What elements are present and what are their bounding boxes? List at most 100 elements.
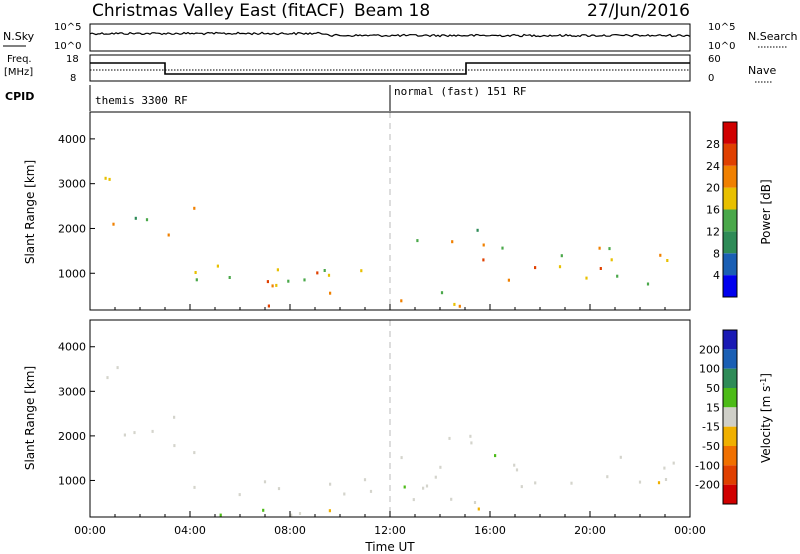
- y-tick-label-3: 4000: [58, 133, 86, 146]
- data-cell-11: [328, 509, 331, 513]
- data-cell-35: [558, 265, 562, 269]
- power-colorbar-tick-2: 12: [706, 225, 720, 238]
- data-cell-32: [482, 243, 485, 247]
- data-cell-26: [400, 299, 403, 303]
- data-cell-36: [657, 481, 661, 485]
- power-colorbar-segment-3: [723, 209, 737, 232]
- data-cell-45: [672, 461, 675, 465]
- data-cell-16: [228, 276, 231, 279]
- power-colorbar: 4 8 12 16 20 24 28: [706, 121, 738, 298]
- data-cell-27: [450, 497, 453, 501]
- data-cell-7: [173, 444, 176, 448]
- data-cell-2: [133, 431, 136, 435]
- y-tick-label-1: 2000: [58, 222, 86, 235]
- x-tick-label-1: 04:00: [174, 524, 206, 537]
- nave-tick-bottom: 0: [708, 73, 714, 84]
- freq-tick-top: 18: [66, 54, 79, 65]
- data-cell-30: [501, 246, 504, 250]
- data-cell-13: [267, 304, 270, 308]
- data-cell-12: [238, 493, 241, 497]
- data-cell-0: [116, 366, 119, 370]
- data-cell-28: [439, 465, 442, 469]
- power-colorbar-tick-6: 28: [706, 138, 720, 151]
- data-cell-23: [453, 302, 456, 306]
- data-cell-26: [469, 434, 472, 438]
- data-cell-43: [606, 475, 609, 479]
- data-cell-16: [219, 513, 222, 517]
- power-colorbar-tick-3: 16: [706, 204, 720, 217]
- y-tick-label-2: 3000: [58, 178, 86, 191]
- data-cell-23: [448, 436, 451, 440]
- power-colorbar-segment-2: [723, 231, 737, 254]
- data-cell-33: [400, 456, 403, 460]
- data-cell-15: [298, 512, 302, 515]
- data-cell-20: [193, 485, 196, 489]
- data-cell-36: [507, 278, 510, 282]
- velocity-colorbar-segment-1: [723, 349, 737, 369]
- velocity-colorbar-tick-4: -15: [702, 421, 720, 434]
- power-colorbar-segment-1: [723, 253, 737, 276]
- data-cell-35: [663, 466, 666, 470]
- velocity-colorbar-label: Velocity [m s-1]: [759, 373, 773, 463]
- station-title: Christmas Valley East (fitACF): [92, 1, 345, 21]
- data-cell-11: [195, 278, 198, 282]
- power-data-cells: [104, 176, 669, 308]
- data-cell-14: [343, 492, 346, 496]
- power-colorbar-label: Power [dB]: [759, 179, 773, 244]
- data-cell-4: [151, 429, 154, 433]
- velocity-colorbar-segment-2: [723, 368, 737, 388]
- freq-series: [90, 62, 690, 75]
- velocity-colorbar-tick-7: -200: [695, 479, 720, 492]
- y-tick-label-0: 1000: [58, 267, 86, 280]
- freq-tick-bottom: 8: [70, 73, 76, 84]
- velocity-colorbar-segment-8: [723, 484, 737, 504]
- data-cell-31: [470, 441, 473, 445]
- data-cell-33: [646, 282, 650, 286]
- data-cell-5: [193, 451, 196, 455]
- velocity-y-axis: 1000 2000 3000 4000: [58, 341, 95, 487]
- data-cell-40: [520, 485, 523, 489]
- cpid-segment-1: themis 3300 RF: [95, 94, 188, 107]
- data-cell-1: [106, 376, 109, 380]
- velocity-colorbar-segment-6: [723, 446, 737, 466]
- data-cell-39: [599, 267, 602, 270]
- data-cell-25: [440, 291, 444, 295]
- x-tick-label-4: 16:00: [474, 524, 506, 537]
- power-colorbar-segment-7: [723, 122, 737, 144]
- data-cell-17: [194, 271, 197, 274]
- data-cell-38: [494, 454, 497, 458]
- velocity-colorbar-tick-3: 15: [706, 401, 720, 414]
- velocity-data-cells: [106, 366, 675, 517]
- velocity-colorbar-segment-7: [723, 465, 737, 485]
- data-cell-3: [112, 222, 115, 226]
- data-cell-3: [123, 433, 126, 437]
- data-cell-2: [145, 218, 149, 222]
- data-cell-32: [473, 501, 477, 504]
- velocity-colorbar: 200 100 50 15 -15 -50 -100 -200: [695, 329, 738, 505]
- data-cell-25: [434, 475, 437, 479]
- velocity-panel: 1000 2000 3000 4000 00:00 04:00 08:00 12:00 16:…: [23, 319, 773, 554]
- x-tick-label-3: 12:00: [374, 524, 406, 537]
- data-cell-34: [515, 468, 519, 472]
- data-cell-44: [570, 481, 573, 485]
- velocity-x-axis: 00:00 04:00 08:00 12:00 16:00 20:00 00:00: [74, 511, 706, 537]
- nsky-tick-top: 10^5: [54, 22, 81, 33]
- cpid-panel: CPID themis 3300 RF normal (fast) 151 RF: [5, 85, 526, 111]
- power-colorbar-segment-5: [723, 165, 737, 188]
- data-cell-37: [619, 455, 622, 459]
- data-cell-4: [134, 216, 137, 220]
- data-cell-45: [659, 253, 662, 257]
- data-cell-9: [329, 291, 332, 295]
- freq-unit: [MHz]: [4, 67, 33, 78]
- data-cell-30: [412, 498, 415, 502]
- data-cell-46: [513, 463, 516, 467]
- velocity-colorbar-tick-2: 50: [706, 382, 720, 395]
- data-cell-15: [327, 273, 331, 277]
- nave-label: Nave: [748, 64, 776, 77]
- x-tick-label-0: 00:00: [74, 524, 106, 537]
- data-cell-22: [275, 283, 278, 287]
- cpid-segment-2: normal (fast) 151 RF: [394, 85, 526, 98]
- power-colorbar-tick-1: 8: [713, 247, 720, 260]
- data-cell-37: [585, 276, 588, 280]
- date-label: 27/Jun/2016: [587, 1, 690, 21]
